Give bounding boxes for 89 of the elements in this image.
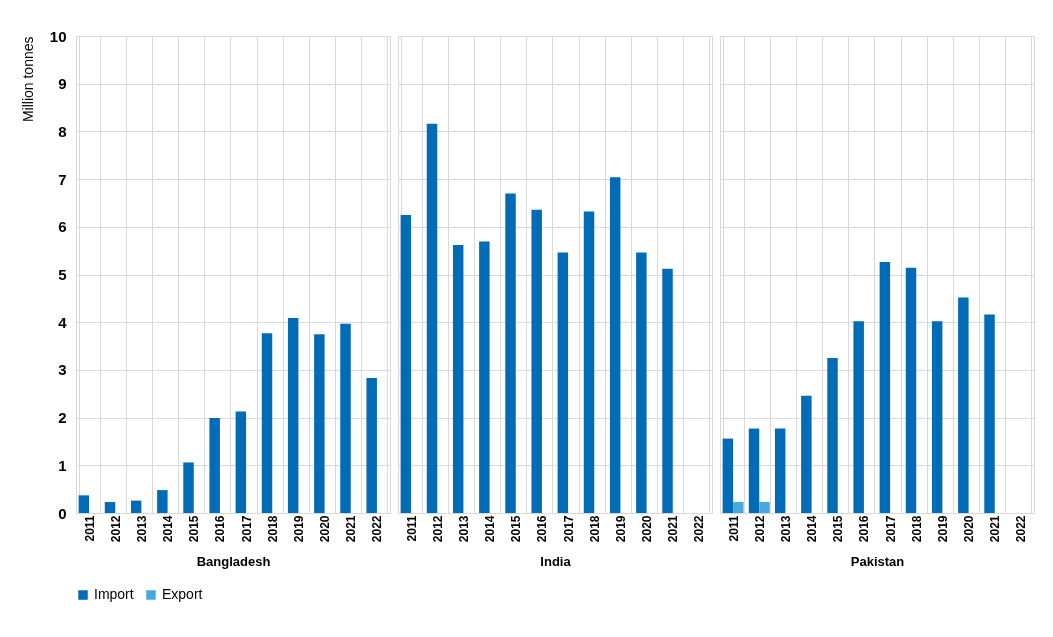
y-tick-label: 8 (58, 122, 67, 140)
bar (287, 317, 299, 513)
bar (583, 211, 595, 513)
x-tick-label: 2017 (239, 515, 254, 543)
bar (183, 462, 194, 513)
bar (452, 244, 464, 513)
x-tick-label: 2018 (909, 515, 924, 543)
bar (261, 333, 273, 513)
bar (722, 438, 734, 513)
x-tick-label: 2015 (831, 515, 846, 543)
x-tick-label: 2014 (805, 515, 820, 543)
y-tick-label: 0 (58, 504, 67, 522)
x-tick-label: 2011 (404, 515, 419, 542)
y-tick-label: 2 (58, 409, 67, 427)
y-tick-label: 3 (58, 361, 67, 379)
bar (366, 378, 377, 513)
y-tick-label: 9 (58, 75, 67, 93)
x-tick-label: 2020 (640, 515, 655, 543)
bar (235, 411, 247, 513)
bar (609, 177, 621, 513)
bar (853, 321, 864, 513)
x-axis-title: Pakistan (850, 554, 905, 570)
x-tick-label: 2013 (134, 515, 149, 543)
bar (759, 502, 770, 513)
bar (130, 500, 142, 513)
x-tick-label: 2011 (82, 515, 97, 542)
bar (748, 428, 760, 513)
bar (78, 495, 90, 513)
x-tick-label: 2015 (187, 515, 202, 543)
bar (531, 209, 542, 513)
bar (636, 252, 647, 513)
bar (958, 297, 969, 513)
x-tick-label: 2011 (726, 515, 741, 542)
x-tick-label: 2021 (344, 515, 359, 543)
x-tick-label: 2014 (161, 515, 176, 543)
y-axis-title: Million tonnes (19, 36, 36, 123)
y-tick-label: 10 (49, 27, 67, 45)
bar (931, 321, 943, 513)
x-tick-label: 2013 (778, 515, 793, 543)
bar (557, 252, 569, 513)
x-tick-label: 2021 (666, 515, 681, 543)
y-tick-label: 1 (58, 456, 67, 474)
x-tick-label: 2016 (857, 515, 872, 543)
x-tick-label: 2017 (883, 515, 898, 543)
y-tick-label: 6 (58, 218, 67, 236)
x-axis-title: India (540, 554, 572, 570)
x-tick-label: 2019 (935, 515, 950, 543)
bar (505, 193, 516, 513)
x-tick-label: 2012 (108, 515, 123, 543)
x-tick-label: 2014 (483, 515, 498, 543)
legend-label: Export (162, 586, 203, 602)
x-tick-label: 2020 (962, 515, 977, 543)
bar (479, 241, 490, 513)
bar (879, 262, 891, 513)
legend-label: Import (94, 586, 134, 602)
y-tick-label: 7 (58, 170, 67, 188)
x-tick-label: 2018 (265, 515, 280, 543)
x-tick-label: 2016 (535, 515, 550, 543)
x-tick-label: 2012 (430, 515, 445, 543)
bar (827, 357, 838, 513)
x-tick-label: 2022 (692, 515, 707, 543)
bar (157, 490, 168, 513)
bar (209, 418, 220, 513)
x-tick-label: 2022 (1014, 515, 1029, 543)
bar (801, 395, 812, 513)
bar (314, 334, 325, 513)
x-tick-label: 2021 (988, 515, 1003, 543)
x-tick-label: 2016 (213, 515, 228, 543)
x-axis-title: Bangladesh (196, 554, 271, 570)
bar (733, 502, 744, 513)
bar (984, 314, 995, 513)
bar (340, 323, 351, 513)
bar (426, 123, 438, 513)
x-tick-label: 2019 (291, 515, 306, 543)
bar (400, 214, 412, 513)
bar (774, 428, 786, 513)
x-tick-label: 2013 (456, 515, 471, 543)
x-tick-label: 2020 (318, 515, 333, 543)
y-tick-label: 4 (58, 313, 68, 331)
x-tick-label: 2022 (370, 515, 385, 543)
bar (662, 268, 673, 513)
x-tick-label: 2018 (587, 515, 602, 543)
bar (905, 267, 917, 513)
y-tick-label: 5 (58, 266, 67, 283)
x-tick-label: 2015 (509, 515, 524, 543)
x-tick-label: 2017 (561, 515, 576, 543)
x-tick-label: 2012 (752, 515, 767, 543)
bar (104, 502, 116, 513)
x-tick-label: 2019 (613, 515, 628, 543)
